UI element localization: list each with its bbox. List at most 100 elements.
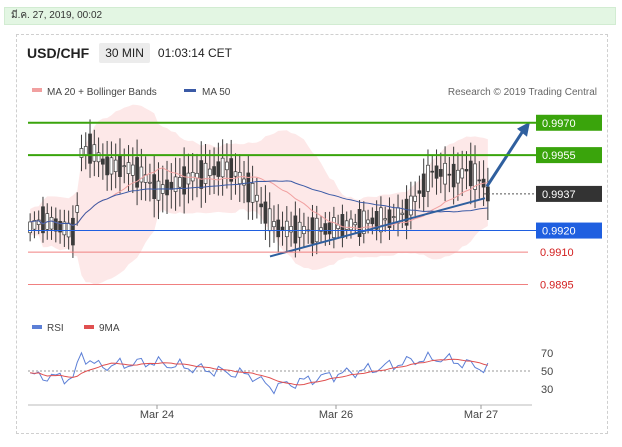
candle-body (143, 174, 148, 183)
candle-body (83, 146, 88, 156)
candle-body (49, 217, 54, 230)
candle-body (379, 207, 383, 233)
candle-body (319, 227, 323, 232)
candle-body (383, 218, 388, 221)
candle-body (353, 222, 358, 226)
candle-body (263, 201, 268, 224)
level-0-9895-label: 0.9895 (540, 279, 574, 291)
candle-body (255, 194, 259, 202)
candle-body (413, 195, 417, 202)
candle-body (259, 203, 263, 208)
rsi-tick-50: 50 (541, 366, 553, 378)
x-tick-label: Mar 24 (140, 409, 174, 421)
candle-body (302, 226, 306, 235)
candle-body (344, 220, 349, 230)
candle-body (421, 173, 426, 197)
x-tick-label: Mar 26 (319, 409, 353, 421)
candle-body (79, 148, 84, 158)
clock-label: 01:03:14 CET (157, 46, 232, 60)
candle-body (169, 181, 174, 190)
candle-body (41, 206, 45, 234)
x-tick-label: Mar 27 (464, 409, 498, 421)
candle-body (327, 222, 332, 235)
candle-body (28, 221, 32, 234)
rsi-tick-30: 30 (541, 384, 553, 396)
candle-body (203, 162, 208, 184)
level-0-9955-label: 0.9955 (542, 150, 576, 162)
candle-body (276, 219, 281, 238)
candle-body (361, 210, 366, 234)
candle-body (357, 209, 362, 237)
candle-body (366, 219, 370, 224)
candle-body (451, 163, 456, 188)
rsi-legend-swatch (32, 325, 42, 329)
rsi-tick-70: 70 (541, 348, 553, 360)
level-0-9910-label: 0.9910 (540, 247, 574, 259)
candle-body (173, 176, 178, 192)
candle-body (237, 171, 242, 185)
timeframe-label[interactable]: 30 MIN (99, 43, 150, 63)
candle-body (88, 133, 92, 164)
candle-body (426, 164, 430, 192)
ma50-line (30, 180, 488, 226)
candle-body (438, 169, 443, 177)
candle-body (434, 165, 439, 179)
candle-body (284, 220, 289, 238)
candle-body (242, 178, 246, 186)
candle-body (280, 226, 285, 231)
candle-body (349, 218, 353, 231)
candle-body (443, 162, 447, 185)
candle-body (96, 152, 101, 163)
candle-body (430, 170, 435, 173)
candle-body (220, 157, 225, 178)
candle-body (456, 169, 460, 184)
candle-body (370, 217, 375, 225)
candle-body (207, 168, 212, 176)
candle-body (473, 163, 477, 190)
candle-body (297, 221, 302, 238)
candle-body (289, 226, 293, 233)
chart-header: USD/CHF 30 MIN 01:03:14 CET (27, 41, 232, 65)
candle-body (165, 179, 169, 196)
level-0-9920-box (536, 222, 602, 239)
candle-body (391, 216, 396, 218)
rsi-line (30, 351, 489, 395)
ma20-legend-swatch (32, 88, 42, 92)
candle-body (135, 157, 139, 188)
candle-body (53, 218, 58, 232)
candle-body (267, 208, 272, 232)
candle-body (62, 221, 67, 236)
forecast-arrow-shaft (485, 131, 524, 188)
candle-body (199, 160, 204, 189)
candle-body (152, 174, 157, 200)
candle-body (118, 154, 122, 177)
candle-body (101, 158, 105, 165)
candle-body (233, 171, 238, 177)
candle-body (460, 168, 465, 179)
trend-line (269, 197, 486, 258)
candle-body (122, 165, 127, 168)
ma9-legend-swatch (84, 325, 94, 329)
candle-body (212, 166, 216, 176)
level-0-9937-label: 0.9937 (542, 189, 576, 201)
candle-body (323, 223, 328, 235)
candle-body (409, 195, 413, 216)
rsi-legend-label: RSI (47, 323, 64, 334)
candle-body (178, 177, 182, 188)
ma20-legend-label: MA 20 + Bollinger Bands (47, 87, 157, 98)
candle-body (130, 164, 135, 176)
ma50-legend-label: MA 50 (202, 87, 231, 98)
bollinger-band (30, 104, 488, 285)
level-0-9955-box (536, 147, 602, 164)
candle-body (109, 157, 114, 175)
candle-body (293, 215, 298, 244)
candle-body (447, 173, 452, 176)
candle-body (464, 169, 469, 172)
candle-body (225, 161, 229, 171)
candle-body (66, 222, 71, 238)
candle-body (332, 217, 336, 239)
candle-body (58, 220, 62, 233)
candle-body (250, 183, 255, 203)
candle-body (186, 172, 191, 185)
candle-body (126, 162, 131, 174)
